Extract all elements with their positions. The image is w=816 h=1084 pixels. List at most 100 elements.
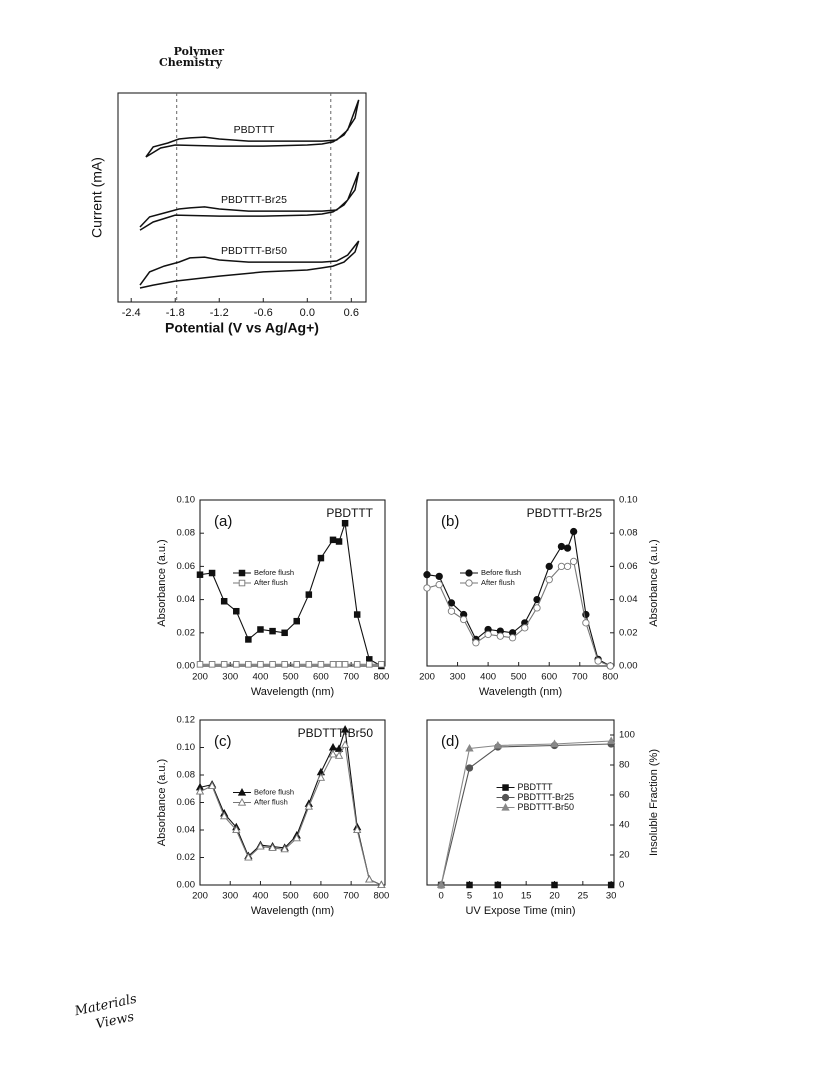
y-tick-label: 60	[619, 790, 630, 801]
marker	[341, 519, 349, 527]
marker	[316, 773, 326, 781]
marker	[220, 811, 229, 820]
marker	[353, 611, 361, 618]
marker	[501, 803, 510, 811]
series-line	[139, 240, 360, 289]
marker	[269, 661, 276, 668]
marker	[466, 881, 473, 889]
x-tick-label: 700	[572, 672, 588, 683]
marker	[366, 661, 373, 668]
y-tick-label: 0.04	[177, 825, 196, 836]
marker	[340, 740, 350, 748]
marker	[447, 607, 456, 615]
y-axis-title: Current (mA)	[89, 157, 105, 238]
marker	[195, 786, 205, 795]
x-tick-label: 500	[511, 672, 527, 683]
marker	[465, 743, 474, 752]
x-tick-label: 300	[222, 891, 238, 902]
marker	[465, 569, 473, 577]
marker	[494, 881, 502, 889]
x-tick-label: -1.8	[166, 307, 185, 319]
marker	[557, 542, 566, 551]
marker	[341, 661, 349, 668]
marker	[465, 579, 473, 587]
y-tick-label: 0.12	[177, 715, 196, 726]
marker	[365, 874, 374, 883]
marker	[281, 629, 288, 637]
x-tick-label: 10	[493, 891, 504, 902]
marker	[207, 781, 217, 790]
y-tick-label: 0.08	[177, 770, 196, 781]
y-tick-label: 0.04	[177, 594, 196, 605]
x-tick-label: 200	[192, 891, 208, 902]
marker	[423, 571, 431, 579]
marker	[293, 617, 300, 625]
marker	[607, 736, 616, 745]
x-axis-title: Wavelength (nm)	[479, 686, 562, 698]
marker	[237, 788, 247, 796]
x-tick-label: 800	[602, 672, 618, 683]
series-line	[139, 171, 360, 231]
x-tick-label: 200	[419, 672, 435, 683]
x-tick-label: 25	[578, 891, 589, 902]
legend-label: After flush	[481, 578, 515, 587]
y-tick-label: 40	[619, 820, 630, 831]
x-tick-label: 0.6	[344, 307, 359, 319]
y-tick-label: 0.06	[619, 561, 638, 572]
x-tick-label: -2.4	[122, 307, 141, 319]
x-tick-label: 15	[521, 891, 532, 902]
marker	[305, 591, 313, 598]
panel-label: (c)	[214, 733, 232, 750]
marker	[606, 662, 614, 670]
x-tick-label: 5	[467, 891, 472, 902]
marker	[582, 619, 590, 627]
x-tick-label: 500	[283, 891, 299, 902]
y-axis-title: Absorbance (a.u.)	[156, 759, 168, 846]
legend-label: PBDTTT	[518, 782, 554, 792]
series-line	[440, 743, 612, 886]
y-tick-label: 0.06	[177, 561, 196, 572]
y-tick-label: 0.08	[619, 528, 638, 539]
marker	[220, 661, 228, 668]
marker	[570, 527, 578, 536]
y-tick-label: 0.02	[177, 627, 196, 638]
y-tick-label: 0.06	[177, 797, 196, 808]
plot-frame	[199, 499, 386, 667]
y-tick-label: 0.02	[177, 852, 196, 863]
y-tick-label: 0.00	[177, 661, 196, 672]
marker	[329, 661, 337, 668]
x-tick-label: 400	[253, 891, 269, 902]
marker	[244, 852, 253, 861]
marker	[501, 793, 510, 802]
marker	[280, 844, 289, 853]
marker	[329, 536, 337, 544]
marker	[465, 764, 474, 772]
marker	[340, 725, 350, 733]
marker	[493, 740, 502, 749]
chart-title: PBDTTT-Br25	[527, 506, 603, 520]
marker	[472, 639, 480, 647]
marker	[208, 661, 216, 668]
marker	[257, 661, 264, 668]
marker	[496, 632, 504, 640]
marker	[256, 841, 265, 850]
series-line	[145, 99, 360, 158]
panel-label: (a)	[214, 513, 232, 530]
legend-label: PBDTTT-Br50	[518, 802, 575, 812]
x-tick-label: 400	[480, 672, 496, 683]
legend-label: After flush	[254, 798, 288, 807]
x-tick-label: 800	[373, 672, 389, 683]
x-tick-label: -0.6	[254, 307, 273, 319]
series-line	[440, 740, 612, 886]
x-axis-title: UV Expose Time (min)	[465, 905, 575, 917]
x-tick-label: 400	[253, 672, 269, 683]
journal-name: Polymer	[174, 45, 225, 58]
y-tick-label: 0.00	[177, 880, 196, 891]
marker	[521, 624, 529, 632]
marker	[508, 634, 517, 642]
marker	[233, 607, 240, 615]
y-tick-label: 0.02	[619, 627, 638, 638]
marker	[268, 843, 277, 851]
legend-label: PBDTTT-Br25	[518, 792, 575, 802]
